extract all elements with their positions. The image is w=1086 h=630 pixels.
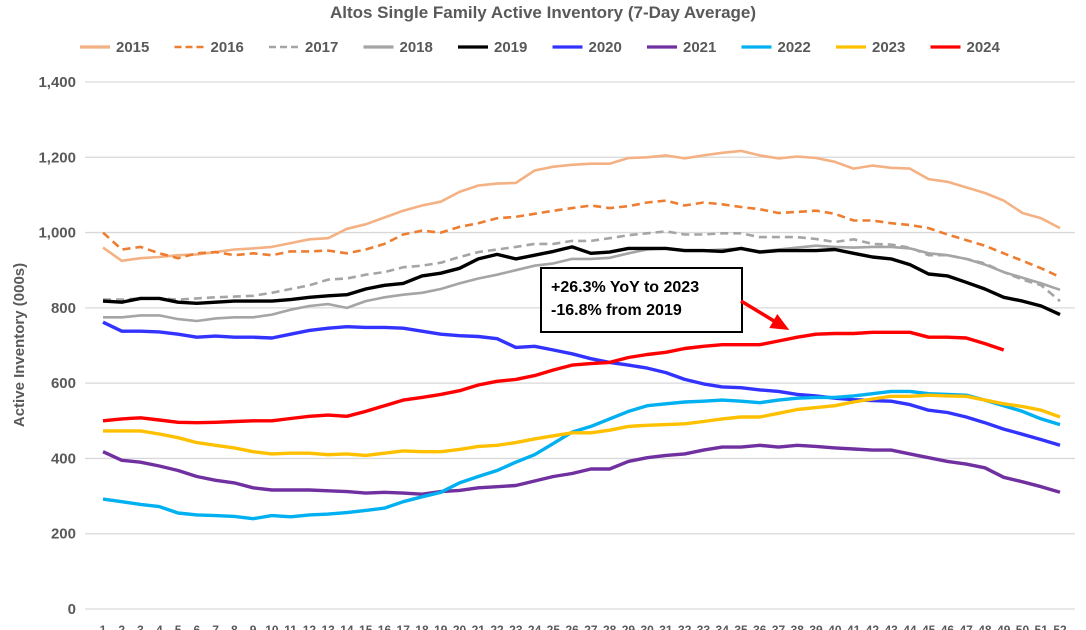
y-axis-label: Active Inventory (000s) [11,263,28,427]
x-tick-label: 52 [1053,623,1067,630]
x-tick-label: 38 [791,623,805,630]
x-tick-label: 21 [472,623,486,630]
x-tick-label: 24 [528,623,542,630]
series-line-2016 [102,199,1061,279]
x-tick-label: 12 [303,623,317,630]
annotation-box [540,267,743,333]
arrow-head [769,314,790,330]
x-tick-label: 19 [434,623,448,630]
x-tick-label: 3 [137,623,144,630]
legend: 2015 2016 2017 2018 2019 2020 2021 2022 2023 2024 [80,39,1001,56]
annotation-line-1: +26.3% YoY to 2023 [551,279,699,296]
x-tick-label: 26 [565,623,579,630]
x-tick-label: 37 [772,623,786,630]
legend-label-2022: 2022 [778,39,811,56]
x-tick-label: 9 [250,623,257,630]
series-line-2018 [103,244,1061,323]
x-tick-label: 47 [959,623,973,630]
arrow-shaft [740,299,779,325]
x-tick-label: 30 [640,623,654,630]
x-tick-label: 25 [547,623,561,630]
x-tick-label: 45 [922,623,936,630]
annotation: +26.3% YoY to 2023 -16.8% from 2019 [540,267,790,333]
x-axis-ticks: 1 2 3 4 5 6 7 8 9 10 11 12 13 14 15 16 17 18 19 20 21 22 23 24 2… [100,623,1067,630]
series-line-2024 [102,330,1005,425]
x-tick-label: 11 [284,623,297,630]
x-tick-label: 31 [659,623,673,630]
x-tick-label: 43 [884,623,898,630]
legend-label-2017: 2017 [305,39,338,56]
legend-label-2018: 2018 [400,39,433,56]
x-tick-label: 42 [866,623,880,630]
annotation-arrow [740,299,790,330]
series-line-2017 [103,230,1061,303]
x-tick-label: 36 [753,623,767,630]
series-line-2022 [102,389,1061,521]
x-tick-label: 6 [193,623,200,630]
x-tick-label: 10 [265,623,279,630]
annotation-line-2: -16.8% from 2019 [551,302,682,319]
x-tick-label: 8 [231,623,238,630]
x-tick-label: 40 [828,623,842,630]
y-tick-label: 600 [51,375,76,392]
chart-title: Altos Single Family Active Inventory (7-… [330,3,756,22]
y-axis-ticks: 0 200 400 600 800 1,000 1,200 1,400 [38,74,76,618]
x-tick-label: 49 [997,623,1011,630]
x-tick-label: 27 [584,623,598,630]
x-tick-label: 34 [716,623,730,630]
series-line-2019 [102,245,1061,317]
x-tick-label: 16 [378,623,392,630]
legend-label-2024: 2024 [967,39,1001,56]
x-tick-label: 35 [734,623,748,630]
y-tick-label: 1,200 [38,149,76,166]
x-tick-label: 18 [415,623,429,630]
legend-label-2020: 2020 [589,39,622,56]
x-tick-label: 5 [175,623,182,630]
x-tick-label: 32 [678,623,692,630]
y-tick-label: 1,000 [38,225,76,242]
x-tick-label: 4 [156,623,163,630]
legend-label-2016: 2016 [211,39,244,56]
x-tick-label: 15 [359,623,373,630]
legend-label-2021: 2021 [683,39,716,56]
series-line-2020 [102,320,1061,447]
x-tick-label: 22 [490,623,504,630]
x-tick-label: 20 [453,623,467,630]
legend-label-2019: 2019 [494,39,527,56]
series-line-2023 [103,393,1061,458]
y-tick-label: 0 [68,601,76,618]
series-lines [102,149,1061,521]
x-tick-label: 28 [603,623,617,630]
series-line-2015 [102,149,1061,263]
x-tick-label: 44 [903,623,917,630]
x-tick-label: 46 [941,623,955,630]
gridlines [85,81,1075,610]
x-tick-label: 2 [118,623,125,630]
y-tick-label: 400 [51,450,76,467]
x-tick-label: 23 [509,623,523,630]
x-tick-label: 50 [1016,623,1030,630]
y-tick-label: 800 [51,300,76,317]
x-tick-label: 14 [340,623,354,630]
x-tick-label: 29 [622,623,636,630]
x-tick-label: 7 [212,623,219,630]
series-line-2021 [102,443,1061,496]
x-tick-label: 41 [847,623,861,630]
x-tick-label: 13 [321,623,335,630]
x-tick-label: 39 [809,623,823,630]
x-tick-label: 33 [697,623,711,630]
x-tick-label: 1 [100,623,107,630]
y-tick-label: 200 [51,526,76,543]
legend-label-2023: 2023 [872,39,905,56]
x-tick-label: 48 [978,623,992,630]
x-tick-label: 51 [1035,623,1049,630]
x-tick-label: 17 [397,623,411,630]
legend-label-2015: 2015 [116,39,149,56]
y-tick-label: 1,400 [38,74,76,91]
